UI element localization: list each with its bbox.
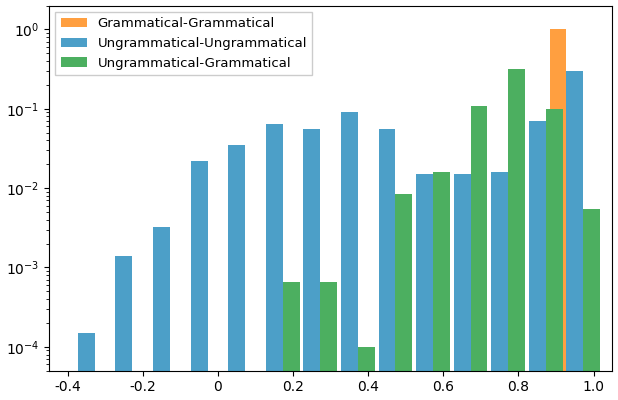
- Bar: [78, 333, 95, 400]
- Bar: [508, 69, 525, 400]
- Bar: [454, 174, 470, 400]
- Bar: [416, 174, 433, 400]
- Bar: [190, 161, 208, 400]
- Bar: [245, 371, 262, 400]
- Bar: [320, 282, 337, 400]
- Bar: [529, 121, 546, 400]
- Bar: [583, 209, 600, 400]
- Bar: [491, 172, 508, 400]
- Bar: [378, 129, 396, 400]
- Bar: [567, 71, 583, 400]
- Bar: [303, 129, 320, 400]
- Bar: [396, 194, 412, 400]
- Legend: Grammatical-Grammatical, Ungrammatical-Ungrammatical, Ungrammatical-Grammatical: Grammatical-Grammatical, Ungrammatical-U…: [56, 12, 312, 75]
- Bar: [341, 112, 358, 400]
- Bar: [358, 347, 375, 400]
- Bar: [433, 172, 450, 400]
- Bar: [153, 228, 170, 400]
- Bar: [266, 124, 282, 400]
- Bar: [549, 30, 567, 400]
- Bar: [282, 282, 300, 400]
- Bar: [228, 145, 245, 400]
- Bar: [470, 106, 488, 400]
- Bar: [546, 109, 562, 400]
- Bar: [116, 256, 132, 400]
